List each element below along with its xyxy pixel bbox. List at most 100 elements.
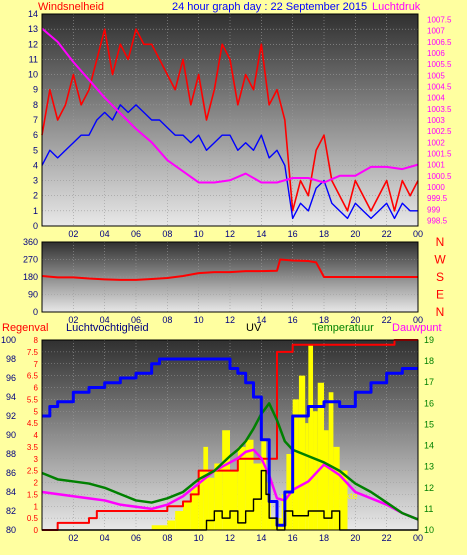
solar-bar: [305, 423, 309, 530]
temperature-tick-label: 17: [424, 377, 434, 387]
humidity-tick-label: 82: [6, 506, 16, 516]
x-tick-label: 02: [68, 533, 78, 543]
wind-y-tick-label: 13: [28, 24, 38, 34]
pressure-tick-label: 1001.5: [427, 149, 452, 158]
temperature-tick-label: 18: [424, 356, 434, 366]
wind-y-tick-label: 11: [29, 54, 38, 64]
solar-bar: [328, 392, 334, 530]
rain-tick-label: 4: [34, 431, 39, 440]
x-tick-label: 04: [100, 533, 110, 543]
compass-label: W: [434, 253, 446, 267]
solar-bar: [333, 446, 340, 530]
rain-tick-label: 2.5: [27, 467, 39, 476]
pressure-tick-label: 1007: [427, 27, 445, 36]
pressure-tick-label: 1004: [427, 94, 445, 103]
compass-label: N: [436, 235, 445, 249]
solar-bar: [339, 470, 348, 530]
wind-y-tick-label: 8: [33, 100, 38, 110]
temperature-tick-label: 19: [424, 335, 434, 345]
solar-bar: [308, 344, 314, 530]
x-tick-label: 12: [225, 533, 235, 543]
pressure-axis-label: Luchtdruk: [372, 1, 421, 13]
x-tick-label: 16: [288, 229, 298, 239]
solar-bar: [167, 520, 176, 530]
dewpoint-axis-label: Dauwpunt: [392, 322, 442, 334]
pressure-tick-label: 1001: [427, 161, 445, 170]
rain-tick-label: 5: [34, 407, 39, 416]
rain-tick-label: 1.5: [27, 490, 39, 499]
wind-y-tick-label: 5: [33, 145, 38, 155]
wind-y-tick-label: 3: [33, 176, 38, 186]
x-tick-label: 08: [162, 533, 172, 543]
direction-y-tick-label: 0: [33, 307, 38, 317]
pressure-tick-label: 1003.5: [427, 105, 452, 114]
rain-tick-label: 6.5: [27, 372, 39, 381]
solar-bar: [175, 511, 183, 530]
x-tick-label: 14: [256, 229, 266, 239]
x-tick-label: 00: [413, 229, 423, 239]
uv-line: [42, 469, 418, 531]
x-tick-label: 14: [256, 315, 266, 325]
temperature-tick-label: 10: [424, 525, 434, 535]
solar-bar: [237, 446, 246, 530]
x-tick-label: 10: [194, 533, 204, 543]
wind-y-tick-label: 7: [33, 115, 38, 125]
pressure-line: [41, 27, 419, 184]
rain-tick-label: 7: [34, 360, 39, 369]
solar-bar: [151, 525, 168, 530]
pressure-tick-label: 1005: [427, 71, 445, 80]
wind-y-tick-label: 14: [28, 9, 38, 19]
rain-tick-label: 4.5: [27, 419, 39, 428]
rain-tick-label: 5.5: [27, 395, 39, 404]
compass-label: S: [436, 270, 444, 284]
x-tick-label: 06: [131, 315, 141, 325]
x-tick-label: 02: [68, 229, 78, 239]
pressure-tick-label: 999.5: [427, 194, 448, 203]
wind-y-tick-label: 12: [28, 39, 38, 49]
x-tick-label: 04: [100, 229, 110, 239]
humidity-tick-label: 86: [6, 468, 16, 478]
x-tick-label: 00: [413, 315, 423, 325]
humidity-tick-label: 80: [6, 525, 16, 535]
pressure-tick-label: 1006: [427, 49, 445, 58]
temperature-tick-label: 16: [424, 398, 434, 408]
pressure-tick-label: 1004.5: [427, 83, 452, 92]
wind-speed-line: [41, 104, 418, 220]
temperature-axis-label: Temperatuur: [312, 322, 374, 334]
solar-bar: [214, 463, 223, 530]
humidity-tick-label: 98: [6, 354, 16, 364]
x-tick-label: 10: [194, 315, 204, 325]
solar-bar: [313, 411, 318, 530]
pressure-tick-label: 1006.5: [427, 38, 452, 47]
x-tick-label: 18: [319, 315, 329, 325]
pressure-tick-label: 1005.5: [427, 60, 452, 69]
solar-bar: [208, 477, 215, 530]
temperature-tick-label: 12: [424, 483, 434, 493]
x-tick-label: 04: [100, 315, 110, 325]
humidity-tick-label: 88: [6, 449, 16, 459]
compass-label: E: [436, 288, 444, 302]
x-tick-label: 20: [350, 315, 360, 325]
x-tick-label: 08: [162, 315, 172, 325]
x-tick-label: 16: [288, 315, 298, 325]
pressure-tick-label: 999: [427, 205, 441, 214]
rain-tick-label: 3.5: [27, 443, 39, 452]
temperature-tick-label: 11: [424, 504, 433, 514]
x-tick-label: 14: [256, 533, 266, 543]
pressure-tick-label: 1007.5: [427, 16, 452, 25]
humidity-tick-label: 92: [6, 411, 16, 421]
solar-bar: [245, 439, 254, 530]
x-tick-label: 12: [225, 229, 235, 239]
rain-tick-label: 2: [34, 479, 39, 488]
direction-y-tick-label: 360: [23, 237, 38, 247]
wind-y-tick-label: 10: [28, 70, 38, 80]
wind-direction-line: [41, 258, 418, 281]
solar-bar: [266, 482, 271, 530]
temperature-tick-label: 13: [424, 462, 434, 472]
x-tick-label: 10: [194, 229, 204, 239]
x-tick-label: 16: [288, 533, 298, 543]
solar-bar: [198, 470, 204, 530]
rain-tick-label: 8: [34, 336, 39, 345]
solar-bar: [261, 439, 267, 530]
